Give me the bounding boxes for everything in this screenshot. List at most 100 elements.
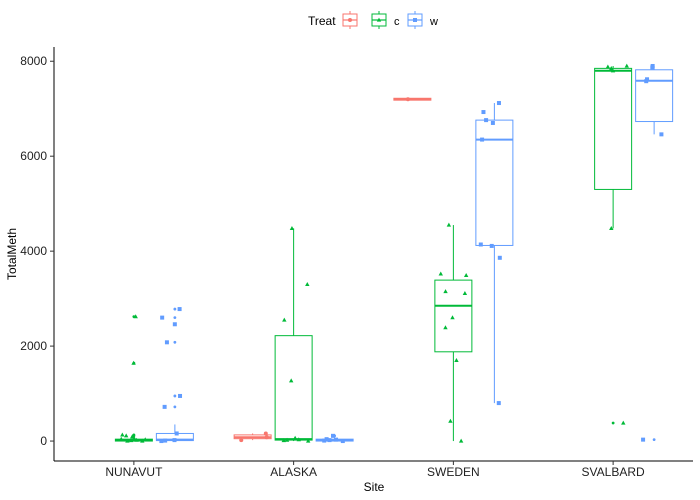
legend: Treat c w <box>308 11 438 29</box>
data-point <box>458 438 464 443</box>
x-tick-label: NUNAVUT <box>105 465 163 479</box>
data-point <box>659 132 664 137</box>
data-point <box>119 436 124 441</box>
box-svalbard-c <box>594 65 633 425</box>
data-point <box>641 437 646 442</box>
data-point <box>609 65 614 70</box>
points-sweden-c <box>438 222 469 443</box>
data-point <box>448 418 453 423</box>
box-outlier <box>611 421 615 425</box>
data-point <box>489 243 494 248</box>
data-point <box>454 357 459 362</box>
box-sweden-w <box>475 103 514 404</box>
data-point <box>480 137 485 142</box>
legend-entry-w: w <box>407 11 438 29</box>
axes: 0 2000 4000 6000 8000 NUNAVUT ALASKA SWEDEN SVAL… <box>20 47 693 479</box>
data-point <box>330 433 335 438</box>
data-point <box>496 401 501 406</box>
points-svalbard-w <box>641 63 664 442</box>
y-tick-label: 4000 <box>20 244 47 258</box>
data-point <box>164 340 169 345</box>
data-point <box>131 435 137 440</box>
data-point <box>462 291 468 296</box>
data-point <box>128 438 134 443</box>
data-point <box>327 438 332 443</box>
box-outlier <box>173 340 177 344</box>
box-sweden-na <box>393 97 432 101</box>
data-point <box>281 438 286 443</box>
data-point <box>450 315 455 320</box>
data-point <box>322 438 327 443</box>
y-tick-label: 0 <box>40 434 47 448</box>
legend-label: w <box>429 16 438 28</box>
data-point <box>289 378 294 383</box>
legend-entry-na <box>342 11 358 29</box>
data-point <box>172 438 177 443</box>
data-point <box>644 79 649 84</box>
box-outlier <box>173 405 177 409</box>
data-point <box>160 315 165 320</box>
data-point <box>263 431 268 436</box>
x-tick-label: SWEDEN <box>427 465 480 479</box>
data-point <box>496 101 501 106</box>
data-point <box>131 360 136 365</box>
box-iqr <box>274 335 313 441</box>
data-point <box>443 325 448 330</box>
box-outlier <box>652 438 656 442</box>
box-outlier <box>173 316 177 320</box>
data-point <box>478 242 483 247</box>
data-point <box>177 307 182 312</box>
data-point <box>305 281 310 286</box>
data-point <box>490 120 495 125</box>
data-point <box>174 431 179 436</box>
points-nunavut-c <box>119 314 148 443</box>
data-point <box>123 433 129 438</box>
y-tick-label: 8000 <box>20 54 47 68</box>
y-axis-title: TotalMeth <box>5 228 19 280</box>
box-iqr <box>475 119 514 246</box>
data-point <box>405 97 410 102</box>
box-iqr <box>434 279 473 353</box>
data-point <box>134 437 139 442</box>
x-tick-label: SVALBARD <box>582 465 645 479</box>
data-point <box>463 272 469 277</box>
box-outlier <box>173 394 177 398</box>
data-point <box>239 438 244 443</box>
data-point <box>609 225 614 230</box>
y-tick-label: 6000 <box>20 149 47 163</box>
data-point <box>610 68 616 73</box>
data-point <box>484 118 489 123</box>
box-svalbard-w <box>635 65 674 442</box>
data-point <box>162 404 167 409</box>
data-point <box>334 437 339 442</box>
plot-area <box>114 63 674 444</box>
data-point <box>289 225 295 230</box>
data-point <box>650 65 655 70</box>
legend-entry-c: c <box>371 11 400 29</box>
data-point <box>296 437 301 442</box>
box-iqr <box>594 67 633 190</box>
legend-key-marker <box>413 18 417 22</box>
data-point <box>621 420 626 425</box>
legend-label: c <box>394 16 400 28</box>
box-outlier <box>173 307 177 311</box>
legend-title: Treat <box>308 14 336 28</box>
legend-key-marker <box>348 18 352 22</box>
data-point <box>159 439 164 444</box>
data-point <box>125 438 130 443</box>
x-tick-label: ALASKA <box>270 465 317 479</box>
data-point <box>481 110 486 115</box>
data-point <box>438 271 443 276</box>
data-point <box>178 393 183 398</box>
box-alaska-c <box>274 228 313 442</box>
x-axis-title: Site <box>364 480 385 494</box>
data-point <box>605 64 611 69</box>
data-point <box>292 435 298 440</box>
data-point <box>340 439 345 444</box>
data-point <box>172 322 177 327</box>
points-alaska-c <box>281 225 311 443</box>
box-iqr <box>635 69 674 123</box>
data-point <box>624 63 629 68</box>
data-point <box>264 435 269 440</box>
